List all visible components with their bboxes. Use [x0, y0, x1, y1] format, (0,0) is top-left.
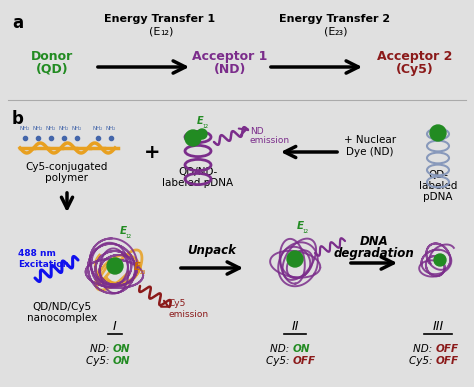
Circle shape	[434, 254, 446, 266]
Text: NH₂: NH₂	[59, 126, 69, 131]
Circle shape	[107, 258, 123, 274]
Text: NH₂: NH₂	[33, 126, 43, 131]
Text: +: +	[144, 143, 160, 162]
Text: E: E	[197, 116, 203, 126]
Text: Energy Transfer 2: Energy Transfer 2	[280, 14, 391, 24]
Text: Cy5-conjugated: Cy5-conjugated	[26, 162, 108, 172]
Text: E: E	[119, 226, 127, 236]
Text: ₁₂: ₁₂	[303, 226, 309, 235]
Circle shape	[197, 129, 207, 139]
Text: Acceptor 1: Acceptor 1	[192, 50, 268, 63]
Text: b: b	[12, 110, 24, 128]
Text: Dye (ND): Dye (ND)	[346, 147, 394, 157]
Text: a: a	[12, 14, 23, 32]
Text: Cy5:: Cy5:	[409, 356, 436, 366]
Text: labeled: labeled	[419, 181, 457, 191]
Text: pDNA: pDNA	[423, 192, 453, 202]
Text: ON: ON	[113, 356, 130, 366]
Text: II: II	[291, 320, 299, 333]
Text: ₂₃: ₂₃	[140, 267, 146, 276]
Text: ND:: ND:	[91, 344, 113, 354]
Text: ₂₃): ₂₃)	[335, 27, 348, 37]
Text: QD-: QD-	[428, 170, 448, 180]
Text: ₁₂: ₁₂	[203, 121, 209, 130]
Text: Acceptor 2: Acceptor 2	[377, 50, 453, 63]
Text: ON: ON	[293, 344, 310, 354]
Text: ₁₂: ₁₂	[126, 231, 132, 240]
Text: emission: emission	[169, 310, 209, 319]
Text: (E: (E	[149, 27, 160, 37]
Text: ND:: ND:	[413, 344, 436, 354]
Text: NH₂: NH₂	[20, 126, 30, 131]
Text: ND:: ND:	[271, 344, 293, 354]
Circle shape	[430, 125, 446, 141]
Text: (ND): (ND)	[214, 63, 246, 76]
Text: NH₂: NH₂	[93, 126, 103, 131]
Text: labeled pDNA: labeled pDNA	[163, 178, 234, 188]
Text: NH₂: NH₂	[72, 126, 82, 131]
Text: emission: emission	[250, 136, 290, 145]
Text: E: E	[296, 221, 303, 231]
Text: OFF: OFF	[436, 344, 459, 354]
Text: NH₂: NH₂	[46, 126, 56, 131]
Text: degradation: degradation	[334, 247, 414, 260]
Text: ₁₂): ₁₂)	[160, 27, 173, 37]
Text: QD/ND-: QD/ND-	[178, 167, 218, 177]
Text: Cy5: Cy5	[169, 299, 186, 308]
Text: (QD): (QD)	[36, 63, 68, 76]
Circle shape	[287, 251, 303, 267]
Text: OFF: OFF	[293, 356, 316, 366]
Text: ON: ON	[113, 344, 130, 354]
Text: Cy5:: Cy5:	[266, 356, 293, 366]
Text: Energy Transfer 1: Energy Transfer 1	[104, 14, 216, 24]
Text: DNA: DNA	[360, 235, 388, 248]
Text: Excitation: Excitation	[18, 260, 69, 269]
Text: QD/ND/Cy5: QD/ND/Cy5	[32, 302, 91, 312]
Text: ND: ND	[250, 127, 264, 136]
Text: Donor: Donor	[31, 50, 73, 63]
Text: + Nuclear: + Nuclear	[344, 135, 396, 145]
Text: polymer: polymer	[46, 173, 89, 183]
Text: I: I	[113, 320, 117, 333]
Text: 488 nm: 488 nm	[18, 249, 56, 258]
Text: (Cy5): (Cy5)	[396, 63, 434, 76]
Text: III: III	[432, 320, 444, 333]
Text: Unpack: Unpack	[188, 244, 237, 257]
Text: Cy5:: Cy5:	[86, 356, 113, 366]
Circle shape	[185, 130, 201, 146]
Text: OFF: OFF	[436, 356, 459, 366]
Text: E: E	[134, 262, 140, 272]
Text: (E: (E	[324, 27, 335, 37]
Text: nanocomplex: nanocomplex	[27, 313, 97, 323]
Text: NH₂: NH₂	[106, 126, 116, 131]
